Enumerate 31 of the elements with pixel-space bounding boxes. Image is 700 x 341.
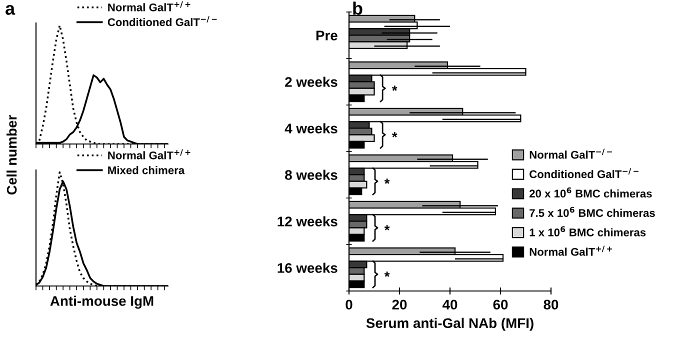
y-tick-label: 8 weeks bbox=[285, 170, 338, 180]
legend-label: Normal GalT$^{+/+}$ bbox=[108, 1, 190, 12]
legend-label: Conditioned GalT$^{−/−}$ bbox=[108, 16, 217, 26]
annotation: * bbox=[392, 132, 398, 138]
legend-label: 20 x 10$^{6}$ BMC chimeras bbox=[529, 187, 652, 198]
legend-label: Normal GalT$^{−/−}$ bbox=[530, 148, 612, 159]
text: a bbox=[6, 4, 16, 15]
legend-label: 1 x 10$^{6}$ BMC chimeras bbox=[530, 226, 646, 236]
legend-label: Conditioned GalT$^{−/−}$ bbox=[530, 168, 638, 178]
annotation: * bbox=[384, 178, 390, 184]
x-tick-label: 40 bbox=[442, 300, 458, 310]
legend-label: Mixed chimera bbox=[108, 166, 185, 174]
annotation: * bbox=[384, 272, 390, 277]
y-axis-title: Cell number bbox=[6, 115, 17, 195]
x-tick-label: 0 bbox=[346, 300, 352, 310]
y-tick-label: Pre bbox=[316, 30, 338, 40]
x-tick-label: 20 bbox=[392, 300, 407, 310]
y-tick-label: 2 weeks bbox=[285, 76, 338, 87]
annotation: * bbox=[392, 86, 398, 91]
y-tick-label: 12 weeks bbox=[278, 216, 338, 226]
x-axis-title: Serum anti-Gal NAb (MFI) bbox=[366, 318, 534, 331]
x-tick-label: 80 bbox=[544, 300, 558, 310]
annotation: b bbox=[353, 2, 362, 15]
legend-label: Normal GalT$^{+/+}$ bbox=[530, 246, 612, 256]
annotation: * bbox=[384, 225, 390, 230]
x-axis-title: Anti-mouse IgM bbox=[50, 296, 154, 309]
x-tick-label: 60 bbox=[493, 300, 508, 310]
legend-label: Normal GalT$^{+/+}$ bbox=[108, 149, 190, 160]
y-tick-label: 16 weeks bbox=[278, 262, 338, 273]
legend-label: 7.5 x 10$^{6}$ BMC chimeras bbox=[530, 206, 655, 217]
y-tick-label: 4 weeks bbox=[284, 123, 338, 134]
